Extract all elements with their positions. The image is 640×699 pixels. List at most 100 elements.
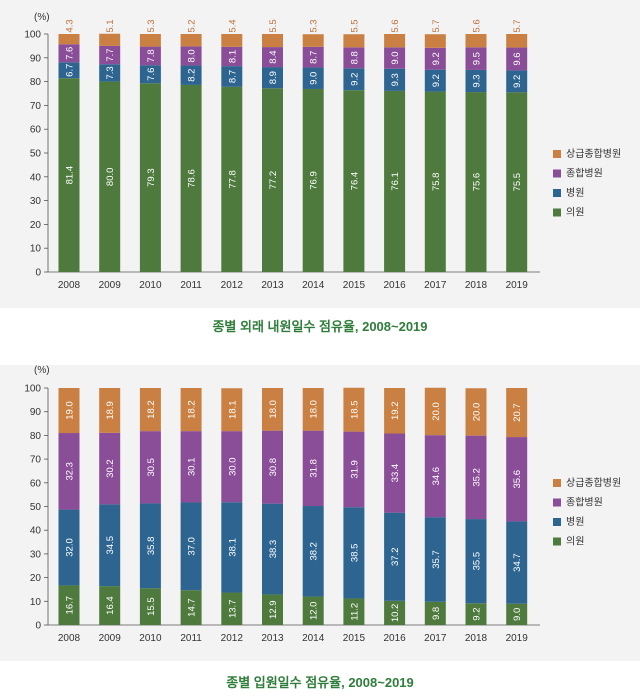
- inpatient-y-tick-label: 20: [30, 573, 42, 584]
- inpatient-y-tick-label: 60: [30, 478, 42, 489]
- inpatient-data-label-hospital: 34.5: [105, 536, 116, 555]
- inpatient-bar-hospital: [302, 506, 324, 597]
- inpatient-data-label-clinic: 10.2: [390, 604, 401, 623]
- outpatient-y-tick-label: 60: [30, 125, 42, 136]
- inpatient-x-tick-label: 2008: [58, 633, 81, 644]
- inpatient-data-label-clinic: 15.5: [146, 597, 157, 616]
- outpatient-bar-clinic: [424, 91, 446, 272]
- outpatient-x-tick-label: 2019: [506, 280, 529, 291]
- outpatient-bar-general: [302, 46, 324, 68]
- inpatient-x-tick-label: 2013: [261, 633, 284, 644]
- inpatient-data-label-tertiary: 20.0: [431, 402, 442, 421]
- outpatient-data-label-clinic: 77.8: [227, 170, 238, 189]
- outpatient-data-label-clinic: 81.4: [65, 166, 76, 185]
- inpatient-legend-swatch-clinic: [553, 537, 561, 546]
- outpatient-legend-label-hospital: 병원: [566, 187, 584, 199]
- inpatient-bar-tertiary: [262, 388, 283, 431]
- inpatient-bar-general: [506, 437, 528, 522]
- outpatient-bar-clinic: [139, 83, 161, 273]
- inpatient-data-label-hospital: 38.2: [309, 542, 320, 561]
- inpatient-bar-clinic: [302, 596, 324, 625]
- inpatient-data-label-hospital: 35.7: [431, 550, 442, 569]
- outpatient-bar-general: [139, 46, 161, 66]
- inpatient-bar-clinic: [221, 592, 243, 625]
- outpatient-data-label-tertiary: 5.3: [146, 19, 157, 32]
- outpatient-bar-tertiary: [424, 34, 446, 48]
- inpatient-x-tick-label: 2018: [465, 633, 488, 644]
- inpatient-bar-clinic: [343, 598, 365, 625]
- outpatient-bar-clinic: [99, 81, 121, 272]
- outpatient-data-label-general: 7.6: [65, 47, 76, 60]
- inpatient-bar-hospital: [465, 519, 487, 604]
- inpatient-y-tick-label: 100: [24, 384, 41, 395]
- inpatient-bar-hospital: [99, 504, 121, 587]
- outpatient-legend-label-tertiary: 상급종합병원: [566, 148, 621, 160]
- inpatient-bar-tertiary: [302, 388, 324, 431]
- outpatient-bar-hospital: [424, 69, 446, 92]
- inpatient-bar-general: [302, 430, 324, 507]
- inpatient-data-label-general: 31.9: [349, 460, 360, 479]
- inpatient-data-label-general: 30.1: [187, 458, 198, 477]
- inpatient-data-label-general: 32.3: [65, 462, 76, 481]
- inpatient-data-label-tertiary: 19.0: [65, 401, 76, 420]
- inpatient-bar-hospital: [58, 509, 80, 586]
- outpatient-x-tick-label: 2018: [465, 280, 488, 291]
- outpatient-data-label-hospital: 9.3: [472, 74, 483, 87]
- inpatient-bar-clinic: [139, 588, 161, 625]
- inpatient-y-tick-label: 90: [30, 407, 42, 418]
- inpatient-data-label-clinic: 9.8: [431, 607, 442, 620]
- inpatient-data-label-clinic: 12.0: [309, 602, 320, 621]
- outpatient-bar-hospital: [465, 69, 487, 93]
- outpatient-legend-label-clinic: 의원: [566, 207, 584, 219]
- inpatient-x-tick-label: 2009: [99, 633, 122, 644]
- outpatient-bar-tertiary: [139, 34, 161, 47]
- inpatient-bar-hospital: [506, 521, 528, 604]
- outpatient-data-label-general: 9.0: [390, 51, 401, 64]
- outpatient-x-tick-label: 2010: [139, 280, 162, 291]
- outpatient-data-label-clinic: 80.0: [105, 168, 116, 187]
- inpatient-data-label-general: 34.6: [431, 467, 442, 486]
- outpatient-legend-swatch-general: [553, 169, 561, 178]
- inpatient-data-label-hospital: 38.1: [227, 538, 238, 557]
- outpatient-bar-clinic: [465, 92, 487, 273]
- inpatient-data-label-general: 30.2: [105, 459, 116, 478]
- inpatient-bar-clinic: [384, 600, 406, 625]
- outpatient-data-label-hospital: 8.7: [227, 70, 238, 83]
- outpatient-bar-clinic: [343, 90, 365, 272]
- outpatient-y-tick-label: 10: [30, 244, 42, 255]
- inpatient-data-label-tertiary: 18.2: [146, 400, 157, 419]
- inpatient-bar-clinic: [180, 590, 202, 625]
- outpatient-legend-swatch-hospital: [553, 189, 561, 197]
- outpatient-legend-label-general: 종합병원: [566, 168, 603, 180]
- outpatient-data-label-clinic: 75.5: [512, 173, 523, 192]
- inpatient-y-tick-label: 30: [30, 549, 42, 560]
- outpatient-bar-hospital: [343, 68, 365, 91]
- inpatient-bar-tertiary: [99, 388, 121, 433]
- outpatient-x-tick-label: 2015: [343, 280, 366, 291]
- outpatient-bar-tertiary: [262, 34, 283, 48]
- inpatient-bar-tertiary: [180, 388, 202, 432]
- inpatient-data-label-clinic: 9.2: [472, 607, 483, 620]
- outpatient-bar-clinic: [506, 92, 528, 272]
- outpatient-data-label-clinic: 76.1: [390, 172, 401, 191]
- outpatient-bar-hospital: [221, 66, 243, 87]
- outpatient-bar-tertiary: [180, 34, 202, 47]
- inpatient-data-label-tertiary: 20.7: [512, 403, 523, 422]
- inpatient-data-label-hospital: 35.8: [146, 537, 157, 556]
- outpatient-data-label-hospital: 9.0: [309, 72, 320, 85]
- outpatient-data-label-general: 8.4: [268, 50, 279, 63]
- outpatient-y-tick-label: 40: [30, 172, 42, 183]
- inpatient-bar-general: [262, 430, 283, 504]
- inpatient-bar-hospital: [139, 503, 161, 589]
- inpatient-legend-label-hospital: 병원: [566, 516, 584, 528]
- inpatient-x-tick-label: 2011: [180, 633, 202, 644]
- outpatient-bar-tertiary: [99, 33, 121, 46]
- inpatient-bar-hospital: [343, 507, 365, 599]
- inpatient-data-label-hospital: 37.2: [390, 547, 401, 566]
- outpatient-data-label-clinic: 76.9: [309, 171, 320, 190]
- inpatient-data-label-general: 33.4: [390, 464, 401, 483]
- outpatient-bar-hospital: [506, 70, 528, 93]
- inpatient-data-label-tertiary: 18.5: [349, 400, 360, 419]
- inpatient-data-label-clinic: 14.7: [187, 598, 198, 617]
- outpatient-y-tick-label: 100: [24, 30, 41, 41]
